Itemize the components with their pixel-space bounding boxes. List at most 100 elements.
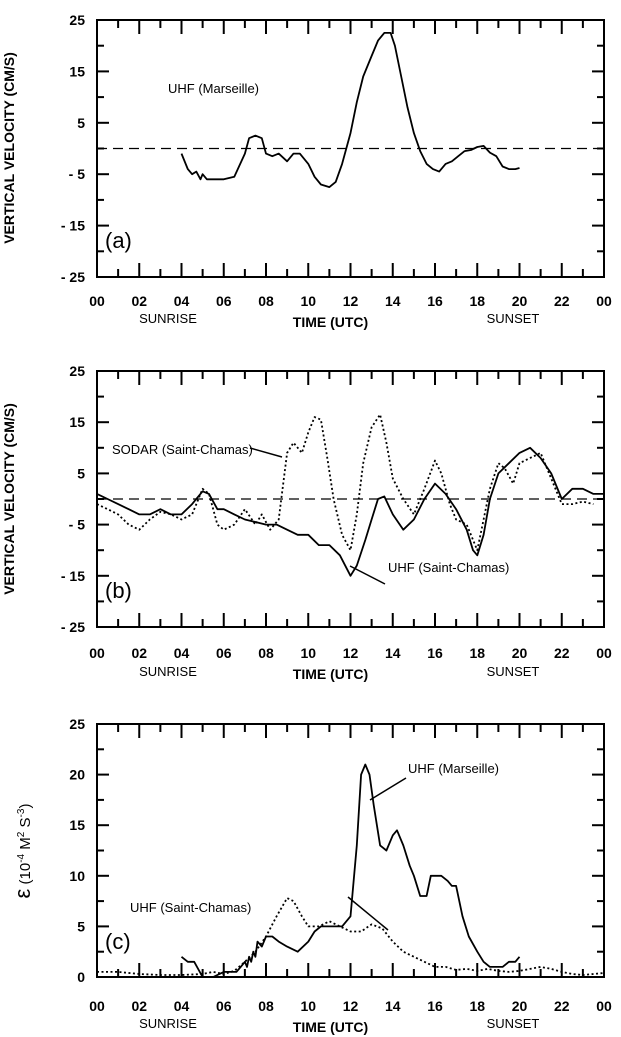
solid-series-line — [180, 763, 521, 978]
y-tick-label: - 25 — [61, 269, 85, 285]
annotation-pointer — [347, 896, 389, 931]
x-tick-label: 22 — [554, 645, 570, 661]
x-tick-label: 22 — [554, 293, 570, 309]
x-tick-label: 12 — [343, 293, 359, 309]
x-tick-label: 08 — [258, 645, 274, 661]
x-tick-label: 06 — [216, 998, 232, 1014]
x-tick-label: 18 — [469, 998, 485, 1014]
solid-series-line — [96, 446, 604, 577]
sunrise-label: SUNRISE — [139, 1016, 197, 1031]
sunset-label: SUNSET — [487, 311, 540, 326]
x-tick-label: 02 — [131, 645, 147, 661]
y-axis-label: VERTICAL VELOCITY (CM/S) — [1, 403, 17, 595]
x-tick-label: 00 — [89, 645, 105, 661]
y-axis-label-part: -3 — [16, 808, 27, 817]
svg-text:ε (10-4 M2 S-3): ε (10-4 M2 S-3) — [10, 804, 35, 899]
y-tick-label: 10 — [69, 868, 85, 884]
sunrise-label: SUNRISE — [139, 311, 197, 326]
annotation-pointer — [369, 777, 407, 801]
y-axis-label-part: ) — [17, 804, 34, 809]
plot-frame — [96, 723, 605, 978]
series-annotation: SODAR (Saint-Chamas) — [112, 442, 253, 457]
x-tick-label: 02 — [131, 293, 147, 309]
plot-frame — [96, 370, 605, 628]
y-tick-label: 25 — [69, 12, 85, 28]
x-axis-label: TIME (UTC) — [293, 314, 368, 330]
y-tick-label: - 15 — [61, 568, 85, 584]
y-axis-label-part: ε — [10, 888, 35, 898]
sunset-label: SUNSET — [487, 1016, 540, 1031]
x-tick-label: 20 — [512, 645, 528, 661]
y-axis-label-part: (10 — [17, 863, 34, 889]
annotation-pointer — [249, 447, 283, 458]
x-tick-label: 16 — [427, 293, 443, 309]
x-tick-label: 02 — [131, 998, 147, 1014]
y-axis-label-part: -4 — [16, 853, 27, 862]
x-tick-label: 14 — [385, 645, 401, 661]
sunset-label: SUNSET — [487, 664, 540, 679]
x-tick-label: 14 — [385, 998, 401, 1014]
y-tick-label: - 5 — [69, 166, 86, 182]
y-tick-label: - 5 — [69, 517, 86, 533]
y-tick-label: 25 — [69, 716, 85, 732]
x-tick-label: 04 — [174, 998, 190, 1014]
y-tick-label: 5 — [77, 918, 85, 934]
sunrise-label: SUNRISE — [139, 664, 197, 679]
x-tick-label: 20 — [512, 293, 528, 309]
x-tick-label: 00 — [596, 998, 612, 1014]
x-tick-label: 04 — [174, 645, 190, 661]
series-annotation: UHF (Marseille) — [408, 761, 499, 776]
dotted-series-line — [97, 897, 605, 976]
y-tick-label: 15 — [69, 63, 85, 79]
x-tick-label: 08 — [258, 293, 274, 309]
y-tick-label: 5 — [77, 115, 85, 131]
y-tick-label: 15 — [69, 414, 85, 430]
panel-label: (a) — [105, 228, 132, 253]
y-tick-label: 25 — [69, 363, 85, 379]
x-tick-label: 06 — [216, 293, 232, 309]
panel-label: (c) — [105, 929, 131, 954]
x-tick-label: 10 — [300, 293, 316, 309]
y-tick-label: 20 — [69, 767, 85, 783]
x-tick-label: 06 — [216, 645, 232, 661]
x-tick-label: 16 — [427, 998, 443, 1014]
x-tick-label: 14 — [385, 293, 401, 309]
x-tick-label: 20 — [512, 998, 528, 1014]
x-tick-label: 10 — [300, 645, 316, 661]
x-tick-label: 18 — [469, 293, 485, 309]
chart-panel-2: 00 02 04 06 08 10 12 14 16 18 20 22 00- 25- 15- 5515… — [1, 363, 612, 682]
x-tick-label: 18 — [469, 645, 485, 661]
x-tick-label: 16 — [427, 645, 443, 661]
y-tick-label: 0 — [77, 969, 85, 985]
y-axis-label: ε (10-4 M2 S-3) — [10, 804, 35, 899]
x-tick-label: 04 — [174, 293, 190, 309]
chart-panel-1: 00 02 04 06 08 10 12 14 16 18 20 22 00- 25- 15- 5515… — [1, 12, 612, 330]
y-tick-label: - 25 — [61, 619, 85, 635]
plot-frame — [96, 19, 605, 278]
y-axis-label-part: M — [17, 837, 34, 854]
dotted-series-line — [96, 413, 594, 552]
x-tick-label: 00 — [596, 293, 612, 309]
y-tick-label: - 15 — [61, 218, 85, 234]
series-annotation: UHF (Saint-Chamas) — [130, 900, 251, 915]
x-tick-label: 00 — [596, 645, 612, 661]
x-tick-label: 12 — [343, 998, 359, 1014]
x-tick-label: 22 — [554, 998, 570, 1014]
y-axis-label: VERTICAL VELOCITY (CM/S) — [1, 52, 17, 244]
y-axis-label-part: 2 — [16, 831, 27, 837]
series-annotation: UHF (Marseille) — [168, 81, 259, 96]
solid-series-line — [180, 32, 520, 188]
x-tick-label: 12 — [343, 645, 359, 661]
y-tick-label: 15 — [69, 817, 85, 833]
panel-label: (b) — [105, 578, 132, 603]
series-annotation: UHF (Saint-Chamas) — [388, 560, 509, 575]
x-tick-label: 10 — [300, 998, 316, 1014]
x-axis-label: TIME (UTC) — [293, 1019, 368, 1035]
x-tick-label: 00 — [89, 998, 105, 1014]
x-tick-label: 08 — [258, 998, 274, 1014]
x-axis-label: TIME (UTC) — [293, 666, 368, 682]
y-axis-label-part: S — [17, 817, 34, 831]
y-tick-label: 5 — [77, 465, 85, 481]
